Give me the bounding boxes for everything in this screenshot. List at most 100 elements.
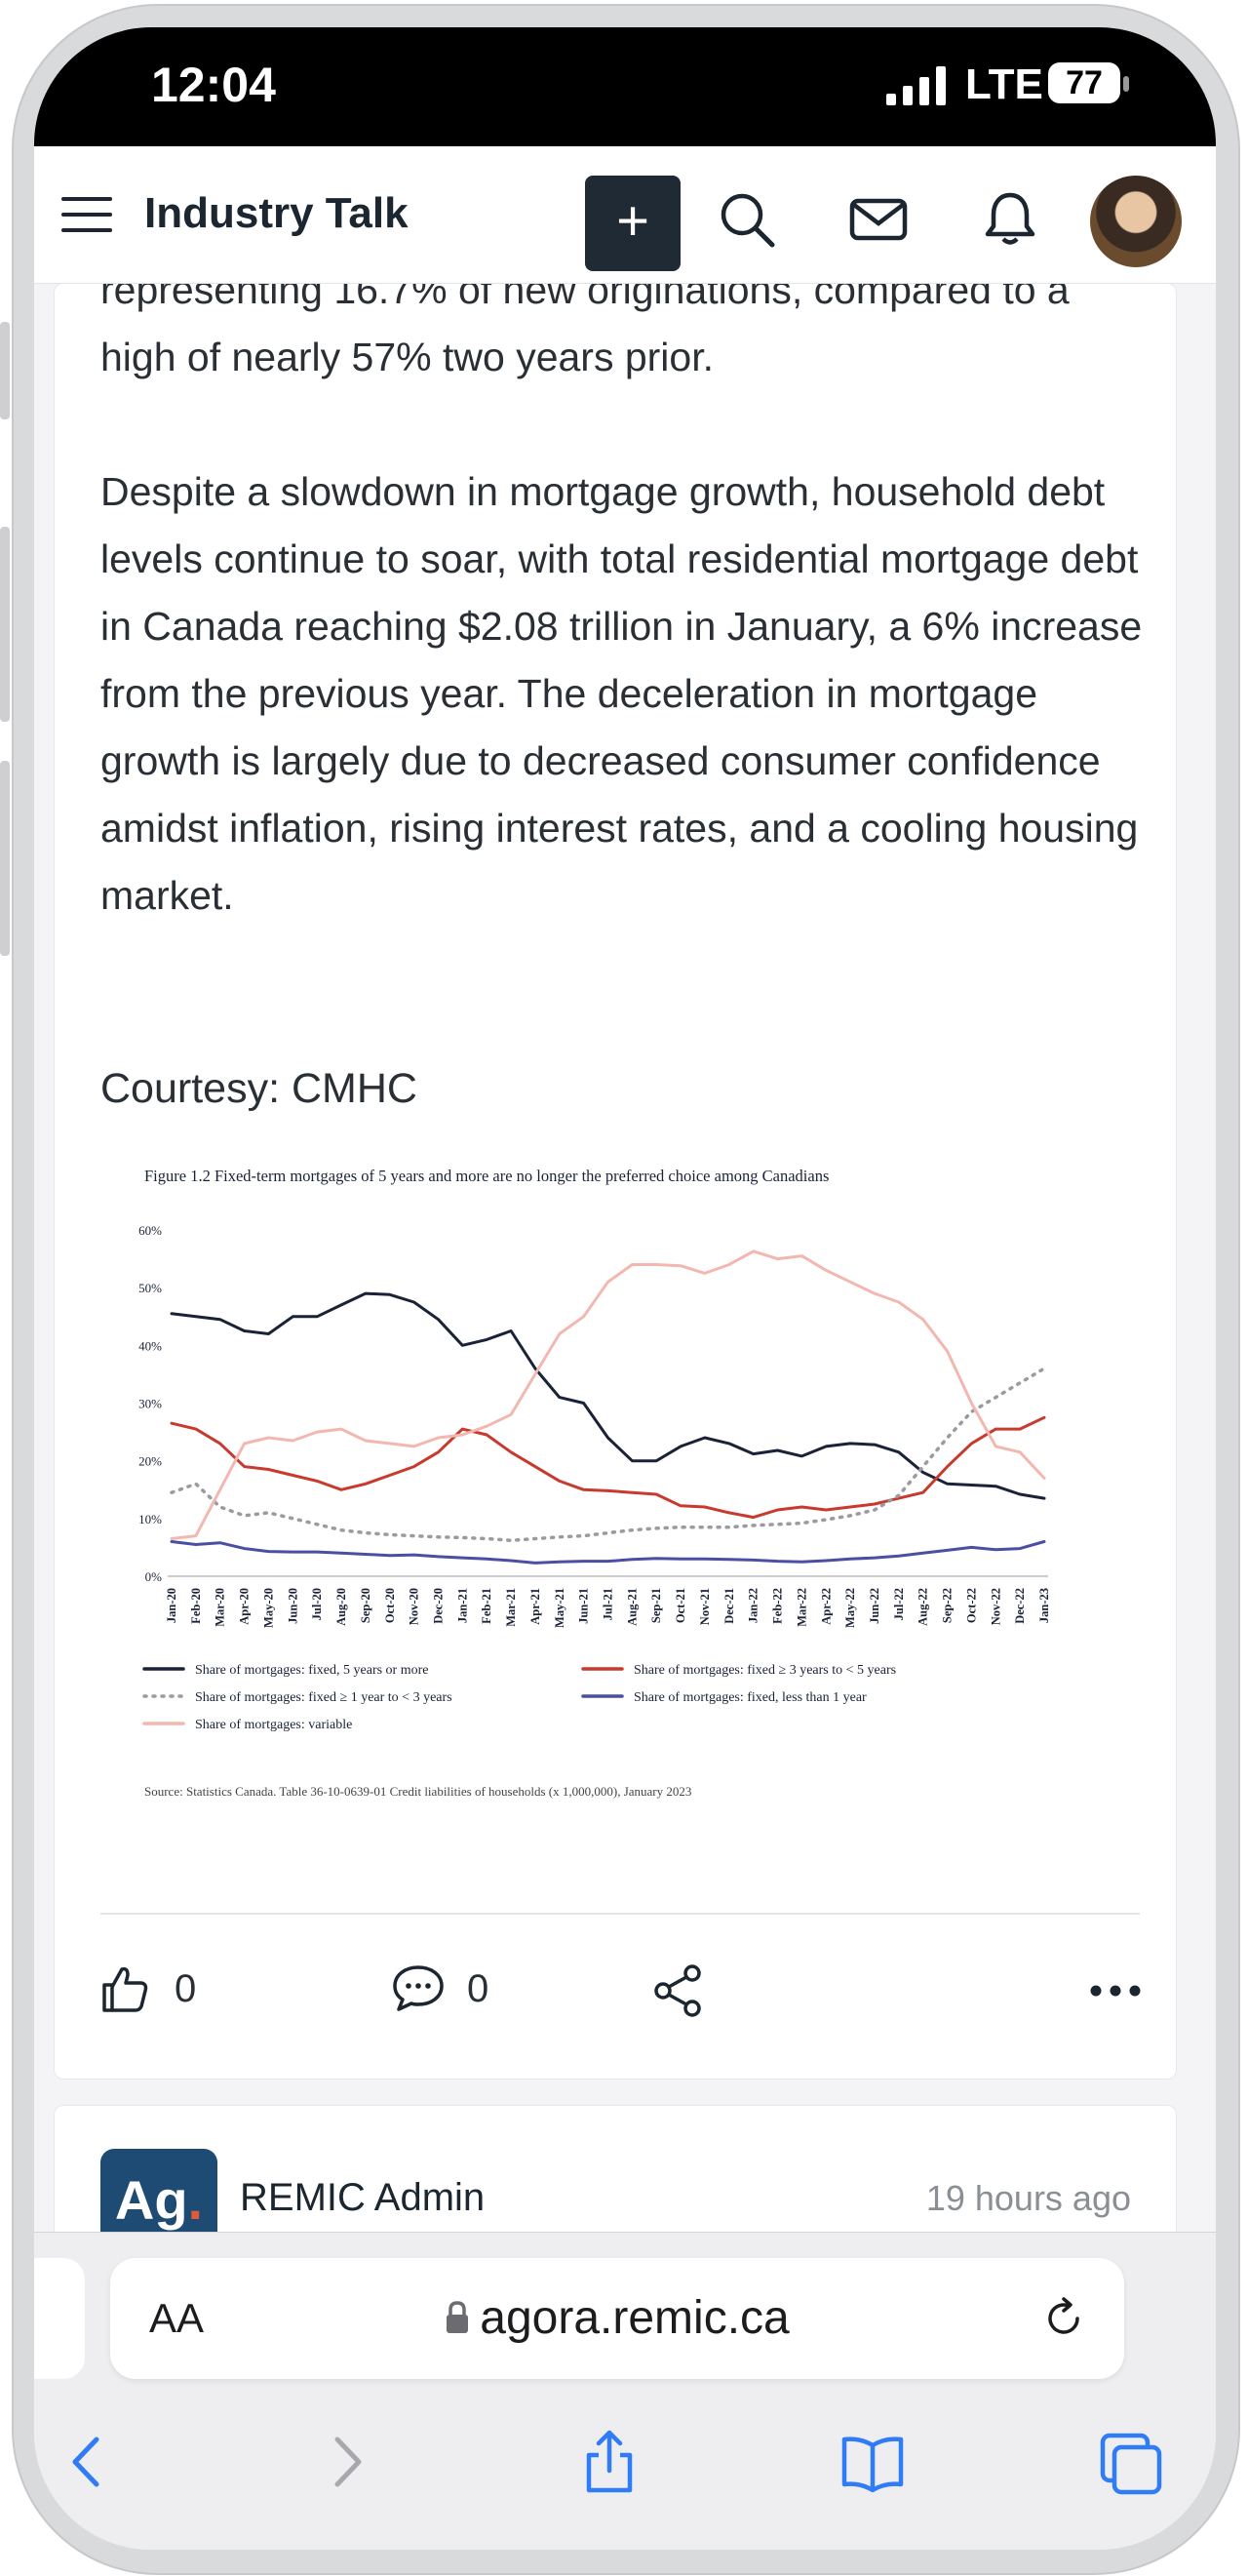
x-tick-label: Oct-20 [383,1588,397,1623]
side-button [0,761,10,956]
author-name[interactable]: REMIC Admin [240,2176,486,2219]
x-tick-label: Feb-20 [189,1588,203,1624]
previous-tab-peek[interactable] [34,2258,85,2379]
network-type: LTE [965,60,1043,108]
x-tick-label: Dec-22 [1013,1588,1027,1624]
battery-tip [1123,76,1129,92]
post-timestamp: 19 hours ago [925,2178,1131,2218]
post-card: representing 16.7% of new originations, … [54,267,1177,2080]
x-tick-label: Nov-20 [408,1588,421,1625]
logo-dot: . [187,2169,204,2231]
series-line [170,1291,1046,1500]
browser-toolbar: AA agora.remic.ca [34,2232,1216,2550]
create-post-button[interactable]: + [585,176,681,271]
x-tick-label: Dec-21 [722,1588,736,1624]
legend-label: Share of mortgages: fixed, 5 years or mo… [195,1663,428,1678]
app-header: Industry Talk + [34,146,1216,284]
x-tick-label: Aug-20 [334,1588,348,1626]
x-tick-label: Sep-20 [359,1588,372,1623]
bell-icon[interactable] [980,189,1040,250]
tabs-icon[interactable] [1097,2428,1165,2496]
chart-title: Figure 1.2 Fixed-term mortgages of 5 yea… [144,1167,829,1185]
series-line [170,1367,1046,1543]
x-tick-label: Jan-22 [747,1588,760,1623]
url-text: agora.remic.ca [110,2291,1124,2345]
user-avatar[interactable] [1090,176,1182,267]
x-tick-label: Aug-22 [916,1588,930,1626]
x-tick-label: Mar-20 [214,1588,227,1627]
screen: 12:04 LTE 77 Industry Talk + [34,27,1216,2550]
x-tick-label: Jan-21 [455,1588,469,1623]
x-tick-label: Apr-22 [819,1588,833,1625]
x-tick-label: Apr-20 [238,1588,252,1625]
y-tick-label: 0% [145,1569,163,1584]
x-tick-label: Jun-21 [577,1588,591,1624]
x-tick-label: Jun-22 [868,1588,881,1624]
battery-level: 77 [1048,62,1120,103]
share-icon[interactable] [575,2428,644,2496]
comment-button[interactable]: 0 [391,1962,498,2020]
x-tick-label: May-20 [261,1588,275,1628]
more-options-icon[interactable] [1088,1962,1143,2020]
series-line [170,1249,1046,1540]
logo-text: Ag [114,2169,188,2231]
x-tick-label: May-22 [843,1588,857,1628]
x-tick-label: Jan-23 [1037,1588,1051,1623]
x-tick-label: Sep-22 [941,1588,955,1623]
side-button [0,322,10,419]
like-button[interactable]: 0 [98,1962,206,2020]
like-count: 0 [175,1967,197,2010]
x-tick-label: Apr-21 [528,1588,542,1625]
address-bar[interactable]: AA agora.remic.ca [110,2258,1124,2379]
x-tick-label: Jan-20 [165,1588,178,1623]
legend-label: Share of mortgages: fixed ≥ 1 year to < … [195,1690,452,1705]
thumbs-up-icon [102,1966,148,2012]
mail-icon[interactable] [848,189,909,250]
clock: 12:04 [151,58,276,112]
cellular-signal-icon [886,66,946,105]
back-icon[interactable] [54,2428,122,2496]
x-tick-label: Jul-21 [602,1588,615,1620]
y-tick-label: 50% [138,1281,162,1295]
series-line [170,1415,1046,1520]
share-icon[interactable] [651,1962,706,2020]
y-tick-label: 60% [138,1223,162,1238]
series-line [170,1540,1046,1565]
page-title: Industry Talk [144,189,409,237]
comment-count: 0 [467,1967,489,2010]
chart-source: Source: Statistics Canada. Table 36-10-0… [144,1784,691,1799]
legend-label: Share of mortgages: variable [195,1718,352,1732]
lock-icon [447,2301,469,2333]
x-tick-label: Feb-22 [771,1588,785,1624]
url-value: agora.remic.ca [480,2292,790,2344]
y-tick-label: 20% [138,1454,162,1469]
x-tick-label: Sep-21 [649,1588,663,1623]
post-paragraph: Despite a slowdown in mortgage growth, h… [100,469,1143,918]
status-bar: 12:04 LTE 77 [34,27,1216,146]
x-tick-label: Dec-20 [431,1588,445,1624]
x-tick-label: Aug-21 [625,1588,639,1626]
forward-icon[interactable] [312,2428,380,2496]
x-tick-label: May-21 [553,1588,566,1628]
x-tick-label: Oct-21 [674,1588,687,1623]
x-tick-label: Feb-21 [480,1588,493,1624]
x-tick-label: Nov-21 [698,1588,712,1625]
comment-icon [393,1965,444,2011]
x-tick-label: Mar-22 [795,1588,808,1627]
reload-icon[interactable] [1040,2295,1087,2342]
mortgage-share-chart: Figure 1.2 Fixed-term mortgages of 5 yea… [138,1167,1051,1799]
text-size-button[interactable]: AA [149,2295,205,2341]
bookmarks-icon[interactable] [838,2428,907,2496]
x-tick-label: Jun-20 [286,1588,299,1624]
x-tick-label: Jul-20 [310,1588,324,1620]
menu-icon[interactable] [61,195,112,234]
x-tick-label: Mar-21 [504,1588,518,1627]
x-tick-label: Nov-22 [989,1588,1002,1625]
search-icon[interactable] [717,189,777,250]
y-tick-label: 10% [138,1512,162,1526]
x-tick-label: Jul-22 [892,1588,906,1620]
legend-label: Share of mortgages: fixed ≥ 3 years to <… [634,1663,896,1678]
x-tick-label: Oct-22 [964,1588,978,1623]
divider [100,1913,1140,1915]
courtesy-note: Courtesy: CMHC [100,1065,417,1112]
